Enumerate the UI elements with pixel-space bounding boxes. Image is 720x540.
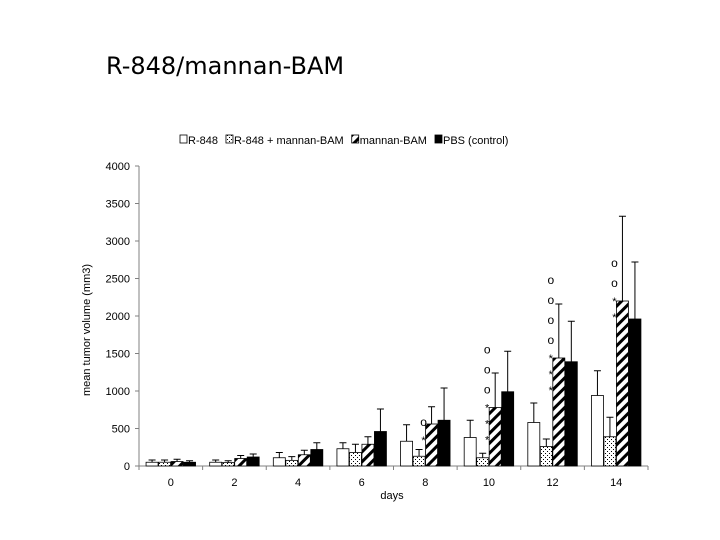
- x-tick-label: 14: [610, 477, 622, 489]
- axes: 0 500 1000 1500 2000 2500 3000 3500 4000 0 2 4 6 8 10 1…: [81, 161, 649, 502]
- bar: [297, 454, 311, 467]
- bar: [501, 391, 515, 467]
- significance-star: *: [485, 419, 490, 431]
- slide-title: R-848/mannan-BAM: [106, 52, 345, 80]
- y-tick-label: 2500: [106, 274, 130, 286]
- legend-label: R-848: [188, 135, 218, 147]
- bar: [527, 422, 541, 467]
- significance-circle: o: [484, 383, 491, 397]
- significance-circle: o: [547, 333, 554, 347]
- y-tick-label: 4000: [106, 161, 130, 173]
- legend-swatch: [225, 134, 234, 144]
- bar: [272, 457, 286, 467]
- bar: [437, 419, 451, 467]
- bar: [476, 457, 490, 467]
- bar: [616, 300, 629, 467]
- legend: R-848 R-848 + mannan-BAM mannan-BAM PBS (co…: [179, 134, 508, 147]
- bar: [361, 443, 375, 467]
- bar: [221, 462, 235, 467]
- significance-star: *: [421, 435, 426, 447]
- x-tick-label: 2: [231, 477, 237, 489]
- bar: [603, 436, 617, 467]
- significance-circle: o: [484, 363, 491, 377]
- significance-circle: o: [547, 293, 554, 307]
- legend-label: R-848 + mannan-BAM: [234, 135, 344, 147]
- x-axis-title: days: [380, 490, 404, 502]
- significance-circle: o: [420, 415, 427, 429]
- bar: [552, 357, 566, 467]
- bar: [209, 461, 223, 467]
- bar: [183, 461, 196, 467]
- bar: [400, 440, 413, 467]
- bar: [628, 318, 642, 467]
- x-tick-label: 4: [295, 477, 301, 489]
- y-tick-label: 3000: [106, 236, 130, 248]
- y-tick-label: 500: [112, 424, 130, 436]
- bar: [336, 448, 350, 467]
- y-tick-label: 0: [124, 461, 130, 473]
- bar: [488, 407, 502, 467]
- y-axis-title: mean tumor volume (mm3): [81, 264, 93, 396]
- x-tick-label: 8: [422, 477, 428, 489]
- bar: [145, 461, 159, 467]
- legend-label: PBS (control): [443, 135, 508, 147]
- significance-circle: o: [547, 273, 554, 287]
- legend-label: mannan-BAM: [360, 135, 427, 147]
- bar: [310, 449, 324, 467]
- significance-star: *: [612, 296, 617, 308]
- bar: [463, 437, 477, 467]
- x-tick-label: 0: [168, 477, 174, 489]
- significance-circle: o: [611, 256, 618, 270]
- bar: [158, 461, 171, 467]
- x-tick-label: 10: [483, 477, 495, 489]
- significance-star: *: [612, 312, 617, 324]
- bar: [539, 446, 553, 467]
- legend-swatch: [351, 134, 360, 144]
- y-tick-label: 1500: [106, 349, 130, 361]
- bar: [564, 361, 578, 467]
- x-tick-label: 12: [546, 477, 558, 489]
- significance-circle: o: [547, 313, 554, 327]
- bar: [412, 455, 426, 467]
- significance-star: *: [549, 385, 554, 397]
- bar: [425, 423, 438, 467]
- legend-swatch: [179, 134, 188, 144]
- significance-star: *: [549, 353, 554, 365]
- significance-circle: o: [484, 343, 491, 357]
- bar: [374, 431, 387, 467]
- bars: [145, 215, 642, 467]
- significance-star: *: [549, 369, 554, 381]
- significance-star: *: [485, 403, 490, 415]
- bar: [246, 456, 260, 467]
- bar: [349, 452, 362, 467]
- bar: [234, 458, 248, 467]
- significance-circle: o: [611, 276, 618, 290]
- legend-swatch: [434, 134, 443, 144]
- y-tick-label: 1000: [106, 386, 130, 398]
- bar: [591, 395, 604, 467]
- bar: [285, 459, 299, 467]
- y-tick-label: 3500: [106, 199, 130, 211]
- significance-star: *: [485, 435, 490, 447]
- bar: [170, 461, 184, 467]
- x-tick-label: 6: [359, 477, 365, 489]
- y-tick-label: 2000: [106, 311, 130, 323]
